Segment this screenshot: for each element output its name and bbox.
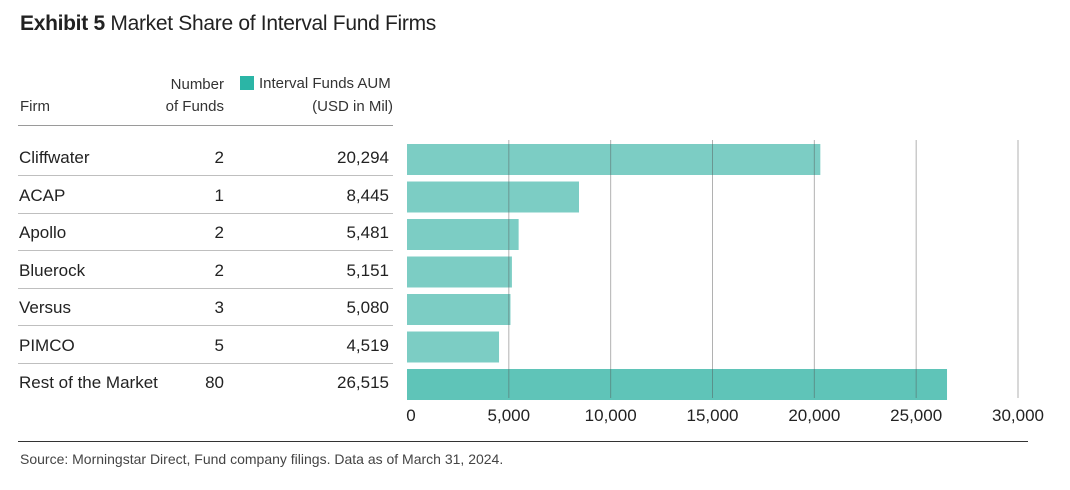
row-divider xyxy=(18,212,393,214)
exhibit-label: Exhibit 5 xyxy=(20,12,105,35)
aum-value: 5,481 xyxy=(346,223,389,242)
firm-name: Versus xyxy=(19,298,71,317)
fund-count: 80 xyxy=(205,373,224,392)
fund-count: 1 xyxy=(214,185,224,205)
aum-value: 26,515 xyxy=(337,373,389,392)
x-tick-label: 15,000 xyxy=(687,406,739,425)
row-divider xyxy=(18,175,393,176)
firm-name: Apollo xyxy=(19,223,67,242)
source-note: Source: Morningstar Direct, Fund company… xyxy=(20,451,504,467)
table-row: Apollo 2 5,481 xyxy=(18,214,398,252)
aum-value: 8,445 xyxy=(346,185,389,205)
x-tick-label: 30,000 xyxy=(992,406,1044,425)
fund-count: 5 xyxy=(214,335,224,355)
x-tick-label: 5,000 xyxy=(488,406,531,425)
aum-value: 5,151 xyxy=(346,260,389,280)
table-row: PIMCO 5 4,519 xyxy=(18,327,398,365)
row-divider xyxy=(18,287,393,289)
bar-bluerock xyxy=(407,256,512,288)
x-tick-label: 20,000 xyxy=(788,406,840,425)
table-row: Versus 3 5,080 xyxy=(18,289,398,327)
row-divider xyxy=(18,250,393,251)
firm-name: Bluerock xyxy=(19,260,86,280)
fund-count: 2 xyxy=(214,223,224,242)
bar-pimco xyxy=(407,331,500,363)
aum-value: 20,294 xyxy=(337,148,389,167)
chart-title: Exhibit 5 Market Share of Interval Fund … xyxy=(20,12,436,36)
firm-name: Cliffwater xyxy=(19,148,90,167)
table-top-rule xyxy=(18,125,393,126)
x-tick-label: 0 xyxy=(406,406,415,425)
header-number-line1: Number xyxy=(170,76,224,93)
footer-rule xyxy=(18,441,1028,442)
table-row: Rest of the Market 80 26,515 xyxy=(18,364,398,402)
aum-value: 4,519 xyxy=(346,335,389,355)
bar-versus xyxy=(407,294,511,325)
header-firm: Firm xyxy=(20,98,50,115)
table-row: Cliffwater 2 20,294 xyxy=(18,139,398,177)
table-row: Bluerock 2 5,151 xyxy=(18,252,398,290)
fund-count: 2 xyxy=(214,260,224,280)
firm-name: ACAP xyxy=(19,185,66,205)
title-text: Market Share of Interval Fund Firms xyxy=(110,12,436,35)
row-divider xyxy=(18,325,393,326)
table-row: ACAP 1 8,445 xyxy=(18,177,398,215)
legend-label: Interval Funds AUM xyxy=(259,75,391,92)
row-divider xyxy=(18,362,393,364)
fund-count: 3 xyxy=(214,298,224,317)
firm-name: Rest of the Market xyxy=(19,373,158,392)
bar-cliffwater xyxy=(407,144,821,175)
legend-swatch xyxy=(240,76,254,90)
firm-name: PIMCO xyxy=(19,335,75,355)
header-aum-unit: (USD in Mil) xyxy=(312,98,393,115)
bar-acap xyxy=(407,181,579,213)
header-number-line2: of Funds xyxy=(165,98,224,115)
x-tick-label: 25,000 xyxy=(890,406,942,425)
fund-count: 2 xyxy=(214,148,224,167)
x-tick-label: 10,000 xyxy=(585,406,637,425)
bar-apollo xyxy=(407,219,519,250)
bar-rest-of-the-market xyxy=(407,369,948,400)
aum-value: 5,080 xyxy=(346,298,389,317)
